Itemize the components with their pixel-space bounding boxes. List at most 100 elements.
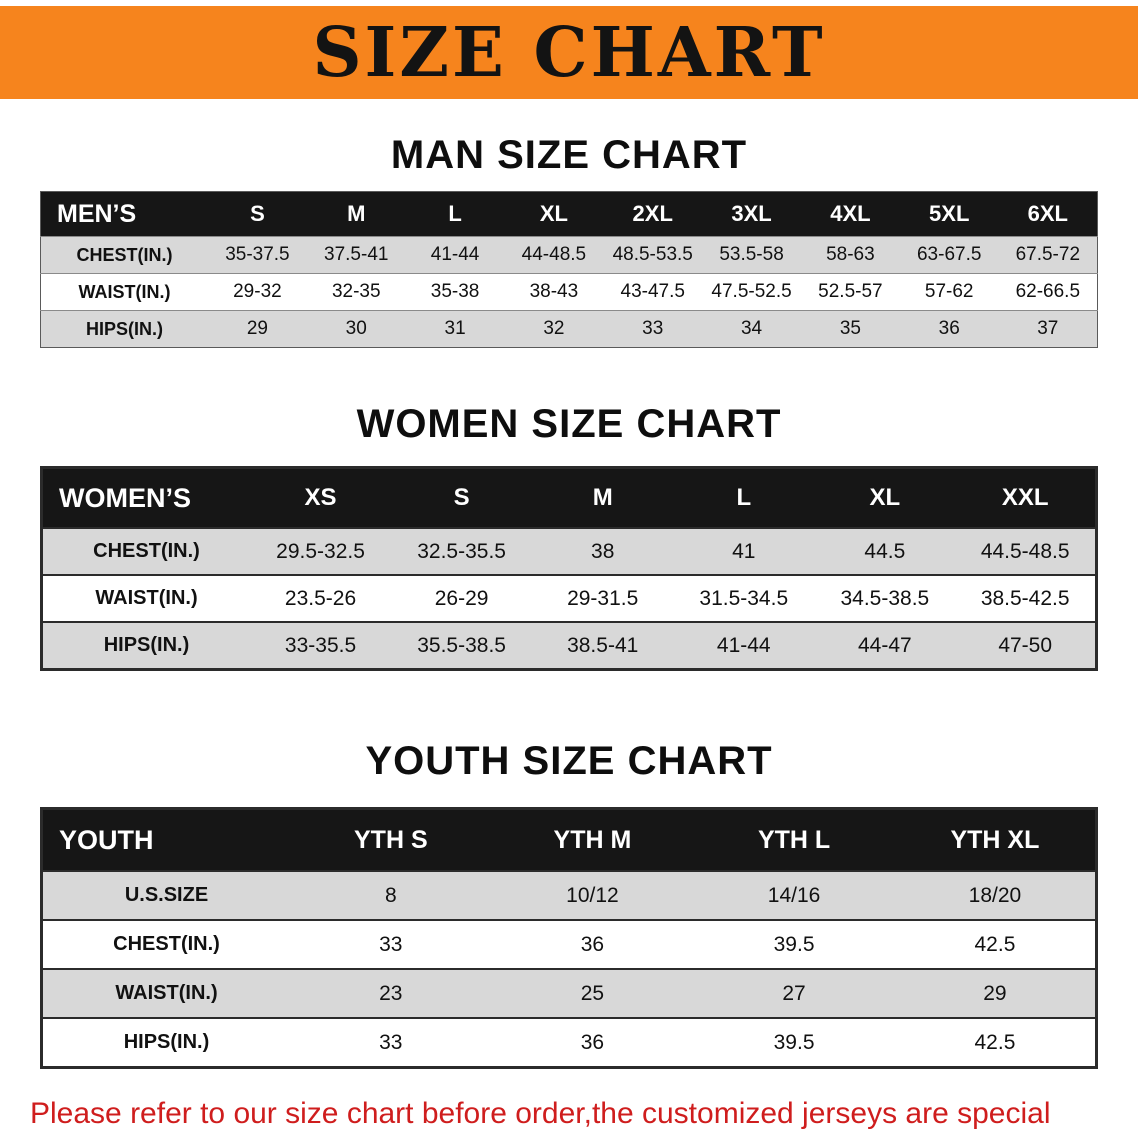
row-label-cell: HIPS(IN.) [41, 1017, 290, 1068]
women-size-section: WOMEN SIZE CHART WOMEN’S XS S M L XL XXL CHEST(… [0, 404, 1138, 671]
size-column-header: L [405, 191, 505, 237]
size-value-cell: 33-35.5 [250, 621, 392, 670]
table-row: CHEST(IN.) 35-37.5 37.5-41 41-44 44-48.5 48.5… [40, 236, 1098, 274]
size-column-header: YTH L [693, 808, 895, 871]
size-value-cell: 38.5-41 [532, 621, 674, 670]
table-title-cell: WOMEN’S [41, 467, 250, 528]
table-row: U.S.SIZE 8 10/12 14/16 18/20 [41, 870, 1097, 920]
size-value-cell: 36 [491, 919, 694, 969]
size-value-cell: 37.5-41 [306, 236, 406, 274]
size-value-cell: 29 [894, 968, 1097, 1018]
size-value-cell: 42.5 [894, 919, 1097, 969]
table-row: CHEST(IN.) 33 36 39.5 42.5 [41, 919, 1097, 969]
row-label-cell: WAIST(IN.) [41, 574, 250, 622]
size-column-header: XL [814, 467, 956, 528]
size-column-header: XS [250, 467, 392, 528]
size-column-header: YTH S [290, 808, 492, 871]
size-value-cell: 34.5-38.5 [814, 574, 956, 622]
women-section-heading: WOMEN SIZE CHART [356, 402, 782, 446]
size-column-header: 3XL [702, 191, 801, 237]
size-value-cell: 23.5-26 [250, 574, 392, 622]
size-value-cell: 34 [702, 310, 801, 348]
size-value-cell: 58-63 [800, 236, 900, 274]
size-value-cell: 18/20 [894, 870, 1097, 920]
size-column-header: YTH M [491, 808, 694, 871]
size-value-cell: 47.5-52.5 [702, 273, 801, 311]
size-value-cell: 29-31.5 [532, 574, 674, 622]
size-column-header: M [532, 467, 674, 528]
size-value-cell: 32-35 [306, 273, 406, 311]
row-label-cell: CHEST(IN.) [41, 919, 290, 969]
size-value-cell: 8 [290, 870, 492, 920]
size-value-cell: 39.5 [693, 919, 895, 969]
size-value-cell: 26-29 [391, 574, 533, 622]
size-value-cell: 36 [899, 310, 999, 348]
size-value-cell: 43-47.5 [603, 273, 703, 311]
women-size-table: WOMEN’S XS S M L XL XXL CHEST(IN.) 29.5-32.5 32.5… [40, 466, 1098, 671]
size-value-cell: 32.5-35.5 [391, 527, 533, 575]
table-title-cell: YOUTH [41, 808, 290, 871]
size-value-cell: 48.5-53.5 [603, 236, 703, 274]
table-header-row: MEN’S S M L XL 2XL 3XL 4XL 5XL 6XL [40, 191, 1098, 237]
size-value-cell: 41-44 [405, 236, 505, 274]
youth-section-heading: YOUTH SIZE CHART [365, 739, 773, 783]
size-value-cell: 44-48.5 [504, 236, 604, 274]
row-label-cell: HIPS(IN.) [41, 621, 250, 670]
size-column-header: 4XL [800, 191, 900, 237]
size-value-cell: 14/16 [693, 870, 895, 920]
row-label-cell: WAIST(IN.) [40, 273, 208, 311]
size-column-header: 5XL [899, 191, 999, 237]
size-column-header: XL [504, 191, 604, 237]
table-row: CHEST(IN.) 29.5-32.5 32.5-35.5 38 41 44.5 44.5… [41, 527, 1097, 575]
size-column-header: 6XL [998, 191, 1098, 237]
size-value-cell: 33 [603, 310, 703, 348]
size-value-cell: 62-66.5 [998, 273, 1098, 311]
size-value-cell: 31 [405, 310, 505, 348]
table-row: WAIST(IN.) 29-32 32-35 35-38 38-43 43-47.5 47.… [40, 273, 1098, 311]
disclaimer: Please refer to our size chart before or… [30, 1091, 1108, 1132]
size-value-cell: 41 [673, 527, 815, 575]
size-value-cell: 31.5-34.5 [673, 574, 815, 622]
youth-size-table: YOUTH YTH S YTH M YTH L YTH XL U.S.SIZE 8 10/12… [40, 807, 1098, 1069]
size-value-cell: 33 [290, 1017, 492, 1068]
size-value-cell: 38.5-42.5 [955, 574, 1097, 622]
size-value-cell: 44-47 [814, 621, 956, 670]
size-column-header: XXL [955, 467, 1097, 528]
size-value-cell: 44.5-48.5 [955, 527, 1097, 575]
size-value-cell: 47-50 [955, 621, 1097, 670]
youth-size-section: YOUTH SIZE CHART YOUTH YTH S YTH M YTH L YTH… [0, 741, 1138, 1069]
size-column-header: L [673, 467, 815, 528]
size-value-cell: 39.5 [693, 1017, 895, 1068]
disclaimer-line-1: Please refer to our size chart before or… [30, 1097, 1051, 1130]
size-value-cell: 41-44 [673, 621, 815, 670]
table-header-row: YOUTH YTH S YTH M YTH L YTH XL [41, 808, 1097, 871]
size-value-cell: 44.5 [814, 527, 956, 575]
row-label-cell: U.S.SIZE [41, 870, 290, 920]
table-row: WAIST(IN.) 23 25 27 29 [41, 968, 1097, 1018]
size-column-header: YTH XL [894, 808, 1097, 871]
size-value-cell: 63-67.5 [899, 236, 999, 274]
table-title-cell: MEN’S [40, 191, 208, 237]
size-value-cell: 32 [504, 310, 604, 348]
size-value-cell: 67.5-72 [998, 236, 1098, 274]
page-title: SIZE CHART [312, 12, 826, 93]
size-column-header: S [208, 191, 307, 237]
size-value-cell: 29.5-32.5 [250, 527, 392, 575]
men-size-section: MAN SIZE CHART MEN’S S M L XL 2XL 3XL 4XL 5XL 6XL… [0, 135, 1138, 348]
size-column-header: M [306, 191, 406, 237]
size-value-cell: 30 [306, 310, 406, 348]
size-column-header: 2XL [603, 191, 703, 237]
size-value-cell: 36 [491, 1017, 694, 1068]
size-value-cell: 27 [693, 968, 895, 1018]
size-value-cell: 35-37.5 [208, 236, 307, 274]
men-section-heading: MAN SIZE CHART [390, 133, 748, 177]
size-value-cell: 35.5-38.5 [391, 621, 533, 670]
size-value-cell: 25 [491, 968, 694, 1018]
size-value-cell: 42.5 [894, 1017, 1097, 1068]
size-value-cell: 38-43 [504, 273, 604, 311]
row-label-cell: CHEST(IN.) [40, 236, 208, 274]
men-size-table: MEN’S S M L XL 2XL 3XL 4XL 5XL 6XL CHEST(IN.) 35-37… [40, 191, 1098, 348]
size-value-cell: 29-32 [208, 273, 307, 311]
size-value-cell: 23 [290, 968, 492, 1018]
